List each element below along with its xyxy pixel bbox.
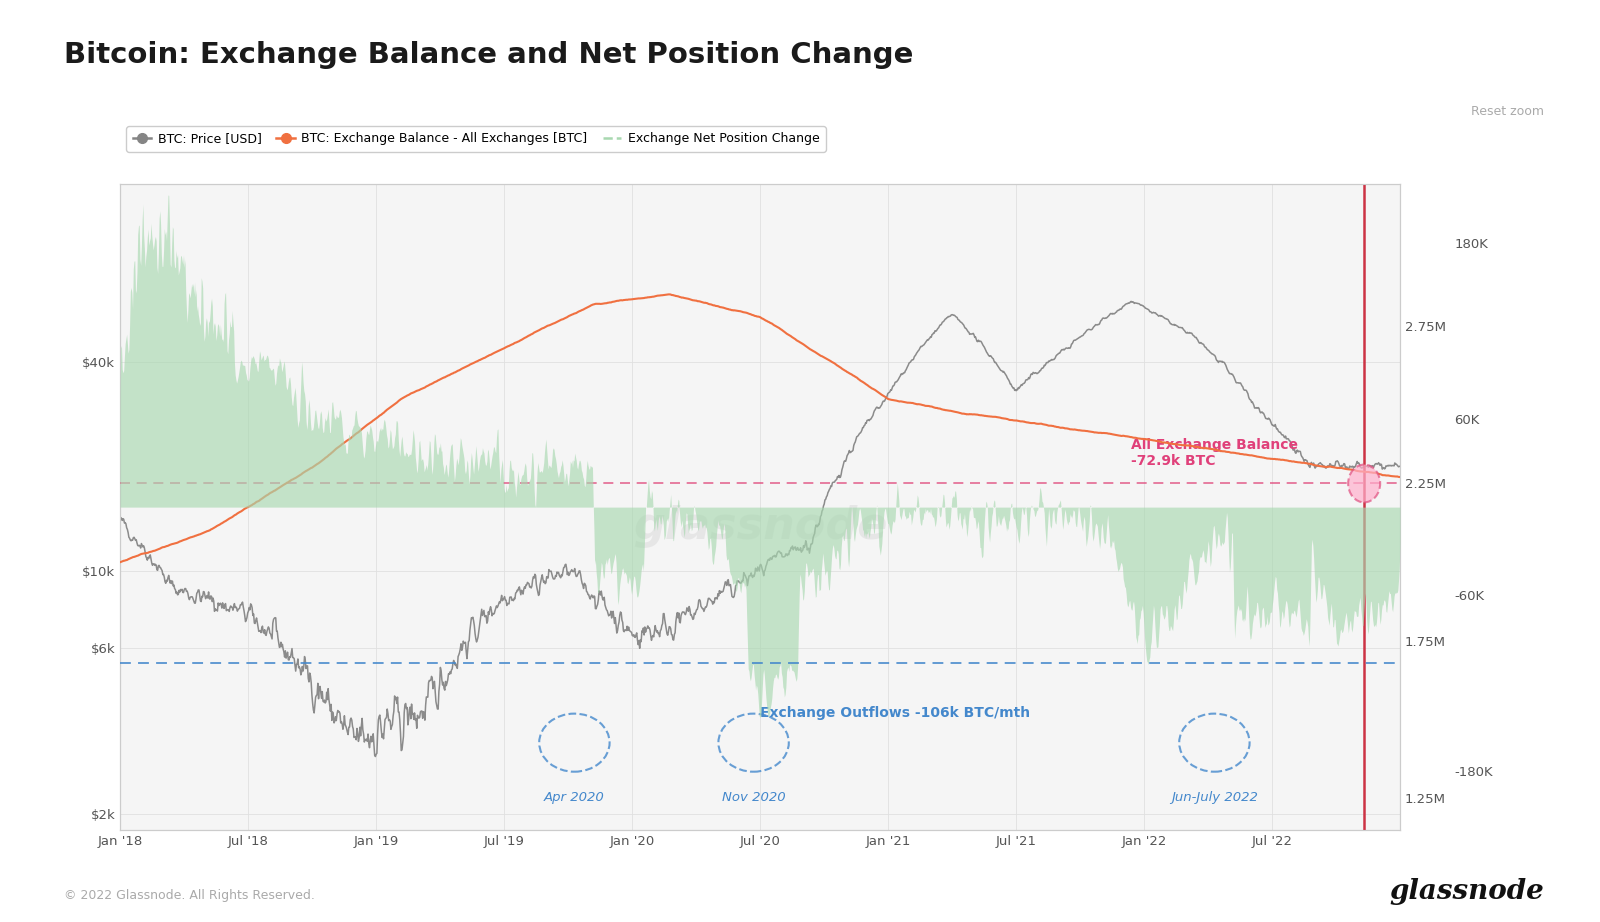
Text: © 2022 Glassnode. All Rights Reserved.: © 2022 Glassnode. All Rights Reserved. — [64, 889, 315, 902]
Text: glassnode: glassnode — [634, 505, 886, 548]
Text: Apr 2020: Apr 2020 — [544, 791, 605, 804]
Text: Exchange Outflows -106k BTC/mth: Exchange Outflows -106k BTC/mth — [760, 706, 1030, 720]
Text: Bitcoin: Exchange Balance and Net Position Change: Bitcoin: Exchange Balance and Net Positi… — [64, 41, 914, 69]
Text: Nov 2020: Nov 2020 — [722, 791, 786, 804]
Ellipse shape — [1349, 465, 1381, 502]
Text: All Exchange Balance
-72.9k BTC: All Exchange Balance -72.9k BTC — [1131, 438, 1298, 468]
Text: glassnode: glassnode — [1389, 878, 1544, 905]
Legend: BTC: Price [USD], BTC: Exchange Balance - All Exchanges [BTC], Exchange Net Posi: BTC: Price [USD], BTC: Exchange Balance … — [126, 126, 826, 151]
Text: Jun-July 2022: Jun-July 2022 — [1171, 791, 1258, 804]
Text: Reset zoom: Reset zoom — [1470, 105, 1544, 118]
